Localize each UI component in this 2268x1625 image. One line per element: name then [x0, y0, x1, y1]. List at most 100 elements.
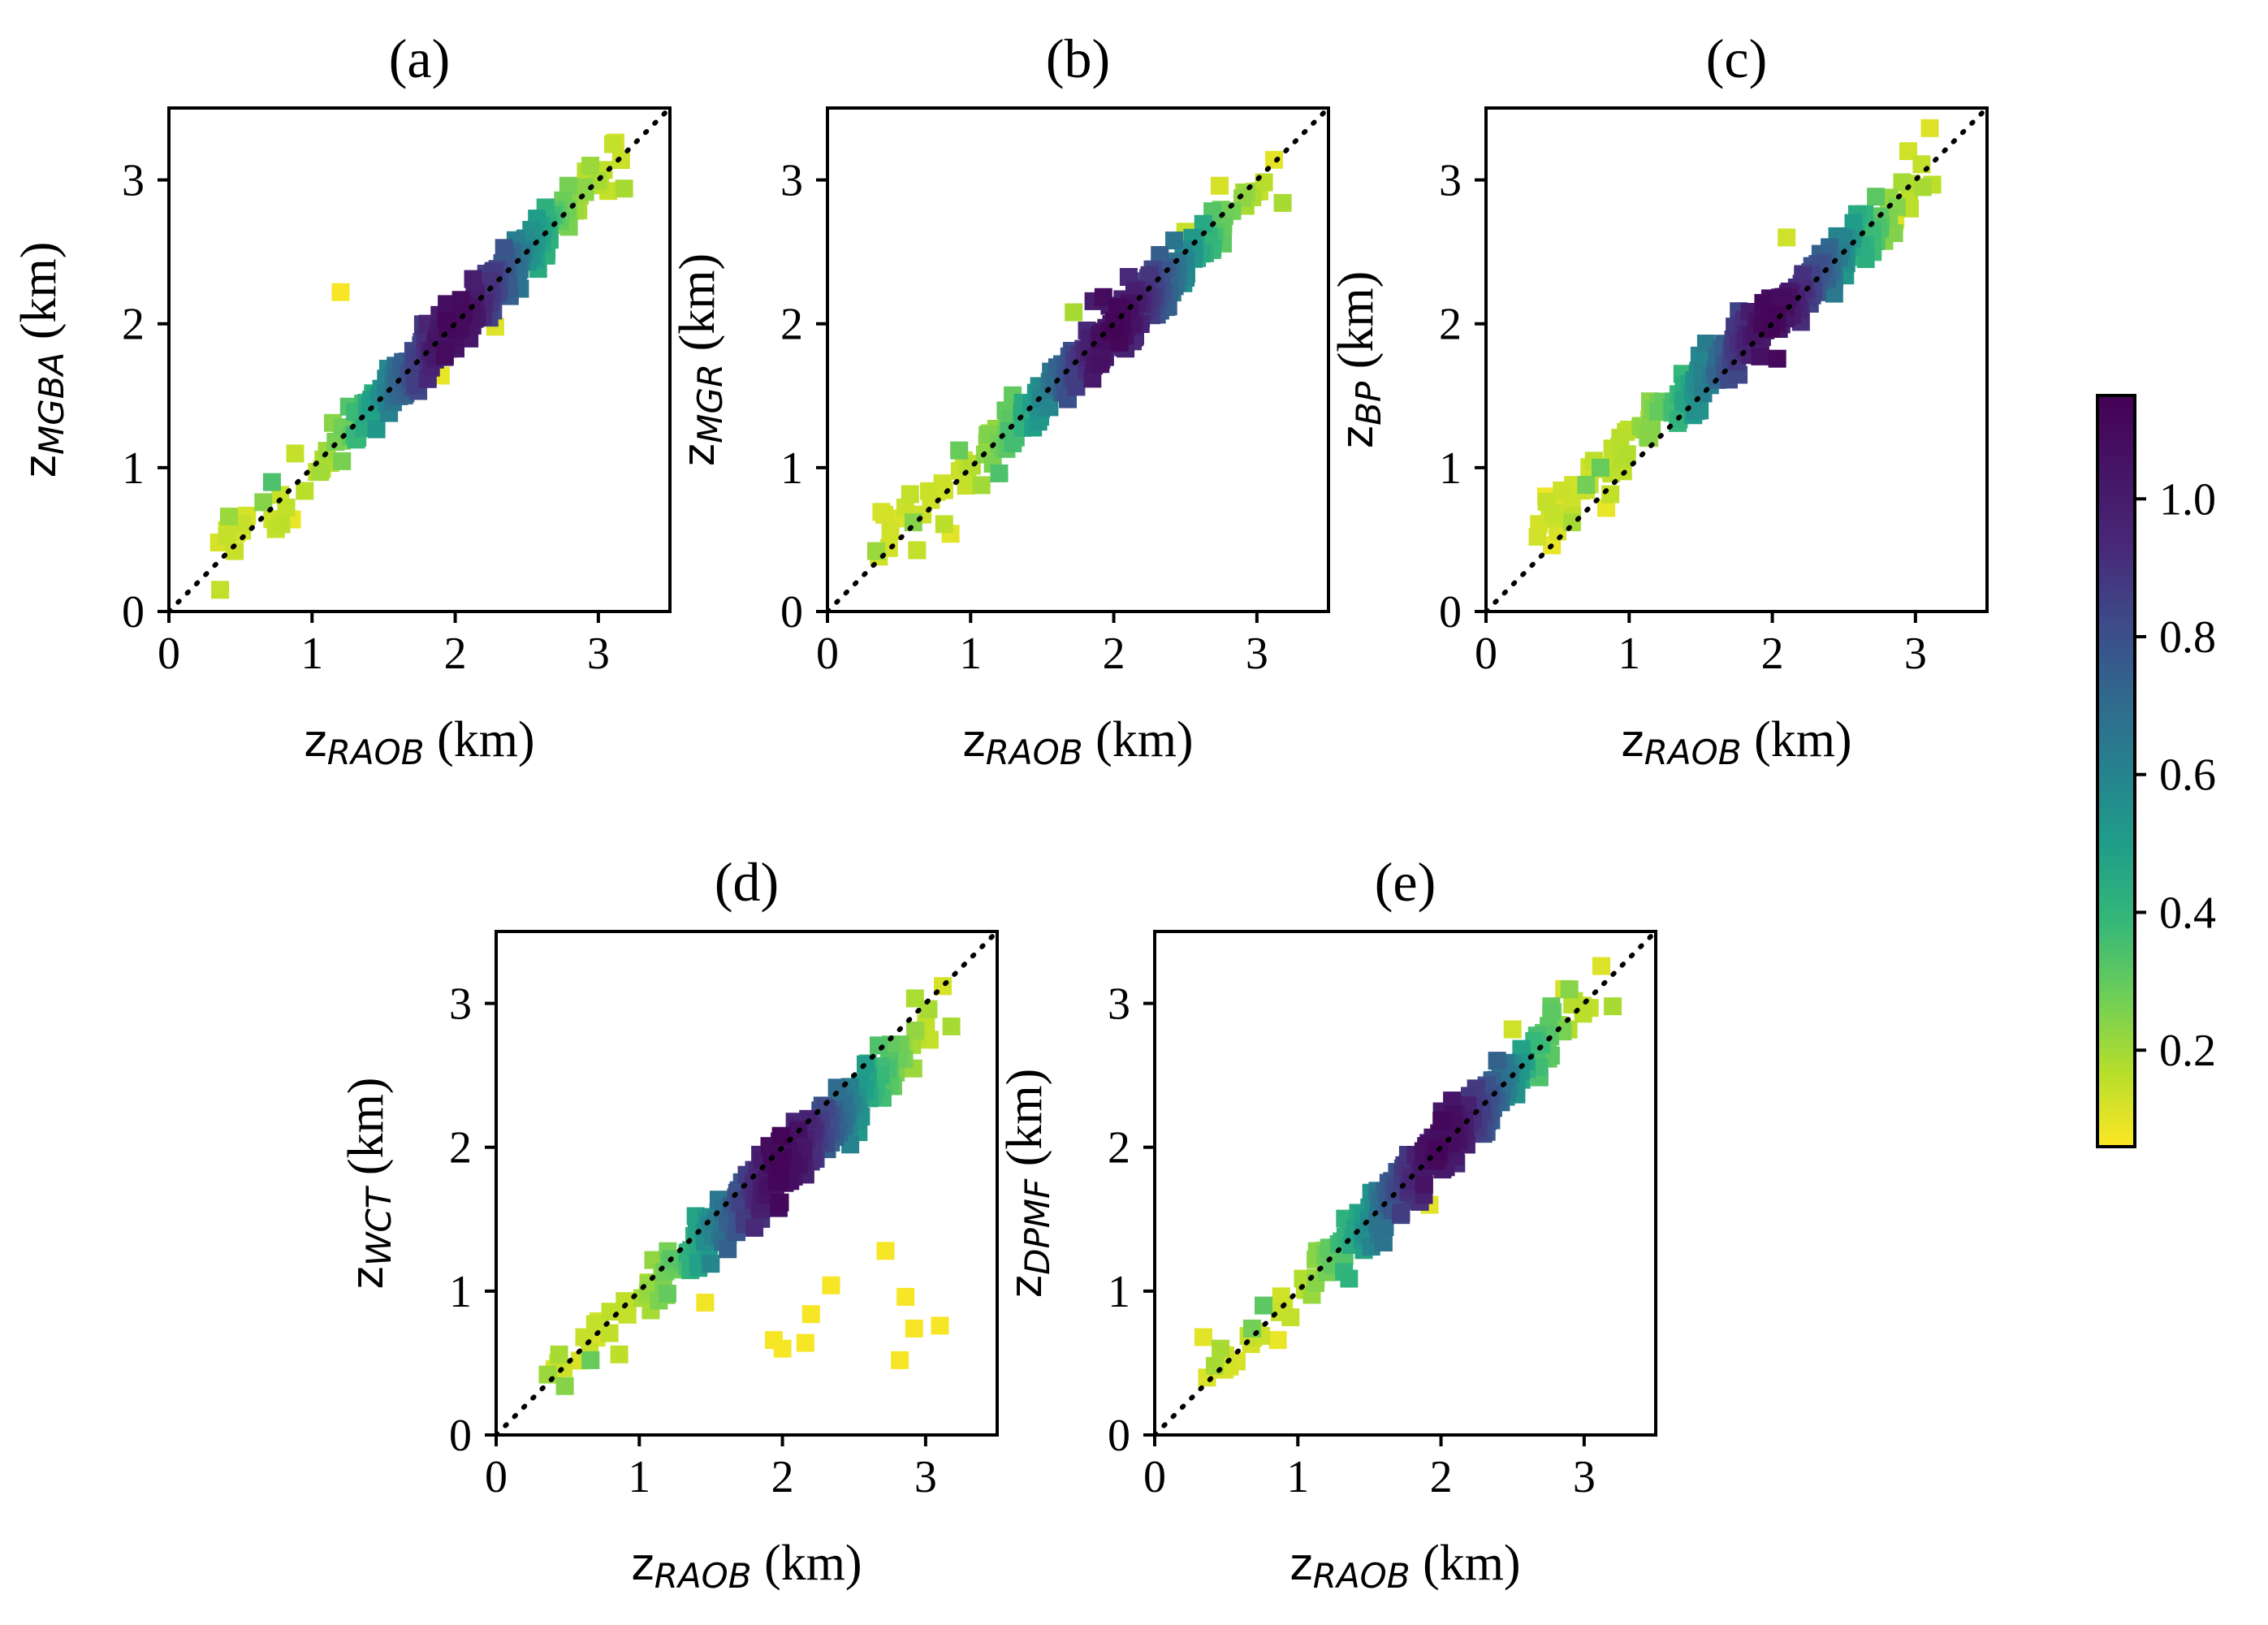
data-point: [1553, 481, 1571, 499]
x-tick-label: 2: [444, 629, 467, 679]
data-point: [1194, 214, 1212, 233]
data-point: [827, 1078, 846, 1097]
data-point: [1592, 458, 1609, 477]
data-point: [745, 1218, 764, 1237]
x-tick-label: 0: [816, 629, 839, 679]
data-point: [574, 178, 593, 197]
data-point: [618, 1305, 637, 1324]
data-point: [896, 1287, 915, 1306]
data-point: [891, 1351, 909, 1369]
data-point: [1265, 150, 1283, 169]
data-point: [696, 1294, 715, 1312]
data-point: [610, 1345, 629, 1364]
x-tick-label: 0: [1475, 629, 1497, 679]
data-point: [1281, 1308, 1300, 1327]
data-point: [1415, 1175, 1433, 1194]
data-point: [1004, 434, 1022, 452]
data-point: [1503, 1020, 1522, 1039]
y-tick-label: 2: [122, 300, 145, 350]
data-point: [658, 1285, 676, 1303]
data-point: [1194, 1328, 1212, 1346]
x-axis-label-a: zRAOB (km): [304, 712, 534, 772]
scatter-panel-d: (d) 0 1 2 3 0 1 2 3 zRAOB (km) zWCT (km): [339, 851, 999, 1596]
data-point: [935, 515, 953, 534]
data-point: [1340, 1269, 1359, 1288]
data-point: [773, 1339, 792, 1358]
plot-area-d: [496, 931, 997, 1435]
data-point: [326, 433, 345, 451]
y-tick-label: 3: [1439, 156, 1462, 206]
data-point: [286, 444, 305, 463]
data-point: [1255, 1296, 1272, 1315]
plot-area-b: [827, 108, 1328, 612]
axes-frame-b: [826, 106, 1330, 613]
data-point: [1825, 284, 1843, 303]
data-point: [1577, 476, 1596, 495]
data-point: [1488, 1052, 1506, 1070]
data-point: [464, 270, 482, 288]
data-point: [1212, 1339, 1230, 1358]
x-axis-label-b: zRAOB (km): [962, 712, 1193, 772]
data-point: [1242, 1319, 1261, 1338]
data-point: [1094, 287, 1112, 306]
data-point: [559, 176, 577, 195]
y-axis-label-b: zMGR (km): [670, 253, 730, 466]
x-tick-label: 1: [959, 629, 982, 679]
data-point: [1091, 355, 1110, 374]
y-tick-label: 3: [122, 156, 145, 206]
scatter-panel-e: (e) 0 1 2 3 0 1 2 3 zRAOB (km) zDPMF (km): [997, 851, 1657, 1596]
plot-area-a: [169, 108, 670, 612]
data-point: [919, 1000, 938, 1018]
data-point: [254, 493, 273, 512]
y-tick-label: 1: [122, 443, 145, 494]
data-point: [218, 527, 236, 546]
data-point: [1560, 980, 1579, 999]
y-tick-label: 0: [122, 587, 145, 637]
data-point: [616, 1292, 634, 1311]
data-point: [262, 473, 281, 491]
data-point: [550, 1345, 568, 1364]
colorbar-gradient: [2096, 394, 2136, 1148]
x-tick-label: 3: [587, 629, 610, 679]
data-point: [1374, 1234, 1393, 1251]
x-tick-label: 0: [1143, 1452, 1166, 1502]
data-point: [495, 239, 513, 257]
data-point: [1443, 1091, 1462, 1110]
y-tick-label: 0: [449, 1411, 472, 1461]
data-point: [1542, 1003, 1561, 1022]
data-point: [950, 441, 969, 460]
x-tick-label: 0: [158, 629, 180, 679]
data-point: [1108, 298, 1126, 317]
data-point: [972, 476, 991, 495]
axes-frame-a: [167, 106, 672, 613]
axes-frame-c: [1484, 106, 1989, 613]
x-tick-label: 3: [1573, 1452, 1596, 1502]
data-point: [881, 521, 900, 540]
data-point: [1773, 290, 1792, 309]
colorbar-tick-label: 0.6: [2159, 750, 2216, 801]
data-point: [905, 1319, 923, 1338]
y-tick-label: 1: [449, 1267, 472, 1317]
y-tick-label: 1: [780, 443, 803, 494]
one-to-one-line: [169, 108, 670, 612]
x-tick-label: 3: [1246, 629, 1268, 679]
data-point: [1528, 527, 1547, 546]
data-point: [1920, 119, 1939, 137]
data-point: [277, 498, 296, 516]
data-point: [585, 1315, 604, 1333]
data-point: [1611, 429, 1630, 447]
data-point: [876, 1242, 895, 1260]
data-point: [906, 1022, 925, 1039]
x-axis-label-d: zRAOB (km): [631, 1536, 862, 1596]
colorbar-ticks: 0.2 0.4 0.6 0.8 1.0: [2135, 474, 2216, 1076]
data-point: [942, 1017, 961, 1035]
x-tick-label: 2: [1430, 1452, 1453, 1502]
data-point: [1604, 997, 1622, 1016]
data-point: [1767, 305, 1786, 324]
data-point: [901, 485, 919, 503]
data-point: [796, 1333, 814, 1352]
x-tick-label: 1: [300, 629, 323, 679]
data-point: [1065, 303, 1083, 322]
data-point: [1597, 499, 1616, 517]
